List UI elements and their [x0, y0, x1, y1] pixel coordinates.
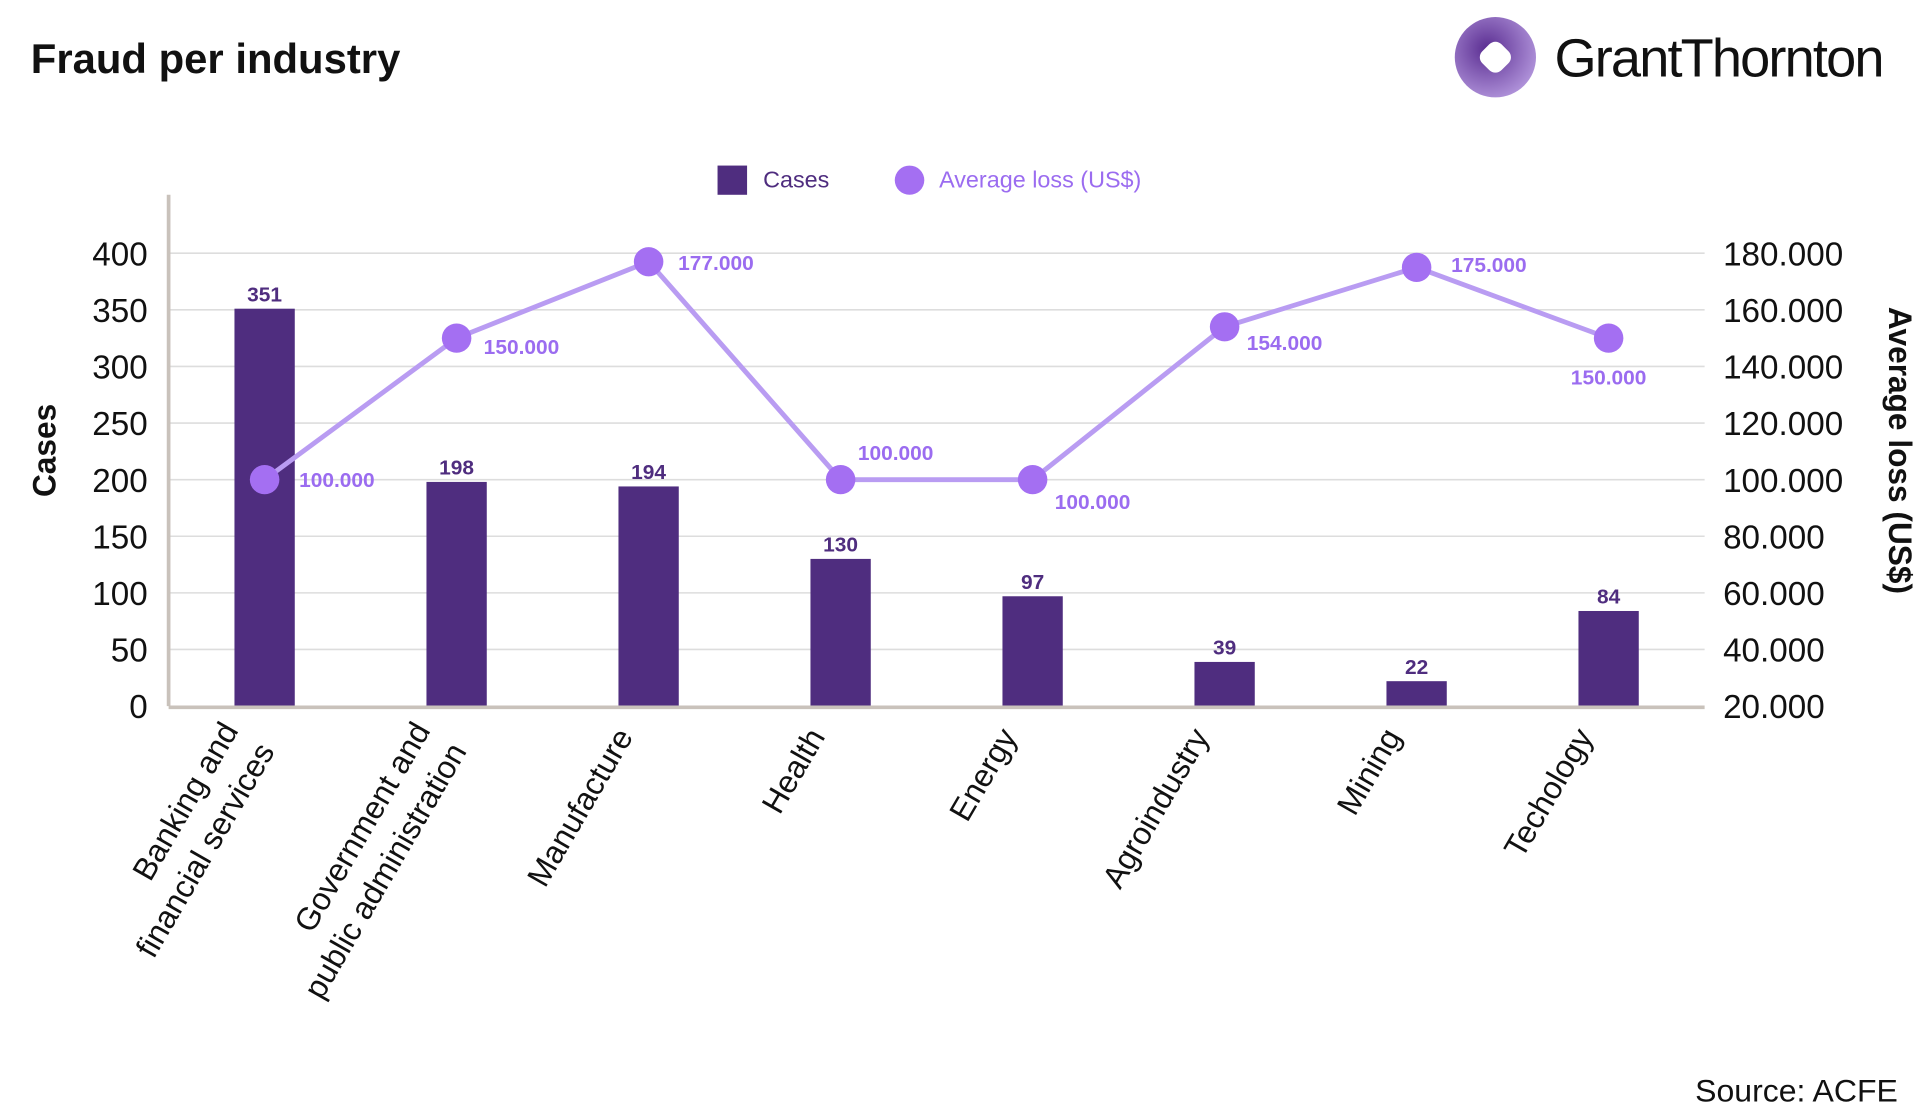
average-loss-label: 150.000 — [1571, 366, 1647, 389]
x-category-label: Energy — [942, 722, 1024, 827]
y2-tick-label: 100.000 — [1723, 463, 1843, 500]
x-category-label: Agroindustry — [1095, 722, 1216, 894]
chart-title: Fraud per industry — [31, 35, 401, 82]
x-category-label: Manufacture — [520, 722, 640, 892]
bar-cases — [1194, 661, 1255, 707]
average-loss-point — [441, 323, 472, 353]
y-tick-label: 350 — [92, 293, 147, 330]
x-category-label-line: Techology — [1497, 722, 1600, 863]
x-category-label: Mining — [1329, 722, 1407, 821]
y-tick-label: 300 — [92, 350, 147, 387]
bar-value-label: 130 — [823, 534, 858, 557]
x-category-label: Techology — [1497, 722, 1600, 863]
average-loss-label: 100.000 — [299, 469, 375, 492]
bar-cases — [1386, 681, 1447, 707]
y2-tick-label: 180.000 — [1723, 237, 1843, 274]
average-loss-label: 100.000 — [858, 442, 934, 465]
bar-value-label: 39 — [1213, 637, 1236, 660]
average-loss-point — [633, 247, 664, 277]
grant-thornton-logo: GrantThornton — [1454, 17, 1884, 98]
average-loss-label: 177.000 — [678, 252, 754, 275]
legend-label-average-loss: Average loss (US$) — [939, 167, 1141, 193]
y2-tick-label: 160.000 — [1723, 293, 1843, 330]
legend: Cases Average loss (US$) — [717, 165, 1141, 195]
legend-swatch-average-loss — [894, 165, 925, 195]
bar-cases — [234, 308, 295, 707]
x-category-label: Health — [754, 722, 832, 819]
y2-axis-title: Average loss (US$) — [1882, 307, 1918, 594]
bar-value-label: 22 — [1405, 656, 1428, 679]
y-tick-label: 150 — [92, 520, 147, 557]
average-loss-point — [1017, 465, 1048, 495]
average-loss-point — [249, 465, 280, 495]
y-tick-label: 100 — [92, 576, 147, 613]
y2-tick-label: 120.000 — [1723, 406, 1843, 443]
y2-tick-label: 140.000 — [1723, 350, 1843, 387]
legend-label-cases: Cases — [763, 167, 829, 193]
bar-cases — [1578, 610, 1639, 707]
x-category-label-line: Mining — [1329, 722, 1407, 821]
average-loss-label: 175.000 — [1451, 254, 1527, 277]
average-loss-point — [825, 465, 856, 495]
x-category-label: Government andpublic administration — [260, 716, 473, 1004]
bar-value-label: 351 — [247, 283, 282, 306]
y-tick-label: 200 — [92, 463, 147, 500]
y-tick-label: 0 — [129, 689, 147, 726]
y-tick-label: 50 — [111, 633, 148, 670]
average-loss-label: 150.000 — [484, 336, 560, 359]
y-axis-title: Cases — [26, 404, 62, 497]
x-category-label-line: Manufacture — [520, 722, 640, 892]
average-loss-point — [1209, 312, 1240, 342]
bar-cases — [618, 486, 679, 707]
average-loss-label: 154.000 — [1247, 332, 1323, 355]
bar-value-label: 97 — [1021, 571, 1044, 594]
bar-cases — [1002, 596, 1063, 707]
x-category-label-line: Agroindustry — [1095, 722, 1216, 894]
bar-value-label: 84 — [1597, 586, 1621, 609]
x-category-label: Banking andfinancial services — [92, 716, 281, 963]
average-loss-point — [1593, 323, 1624, 353]
logo-text: GrantThornton — [1554, 29, 1882, 89]
y2-tick-label: 60.000 — [1723, 576, 1825, 613]
y2-tick-label: 80.000 — [1723, 520, 1825, 557]
y2-tick-label: 40.000 — [1723, 633, 1825, 670]
bar-value-label: 194 — [631, 461, 666, 484]
y2-tick-label: 20.000 — [1723, 689, 1825, 726]
y-tick-label: 250 — [92, 406, 147, 443]
legend-swatch-cases — [717, 165, 748, 195]
bar-value-label: 198 — [439, 457, 474, 480]
x-category-label-line: Energy — [942, 722, 1024, 827]
y-tick-label: 400 — [92, 237, 147, 274]
average-loss-label: 100.000 — [1055, 491, 1131, 514]
bar-cases — [426, 481, 487, 707]
source-note: Source: ACFE — [1695, 1073, 1898, 1109]
bar-cases — [810, 558, 871, 707]
average-loss-point — [1401, 252, 1432, 282]
x-category-label-line: Health — [754, 722, 832, 819]
average-loss-line — [263, 258, 1610, 483]
